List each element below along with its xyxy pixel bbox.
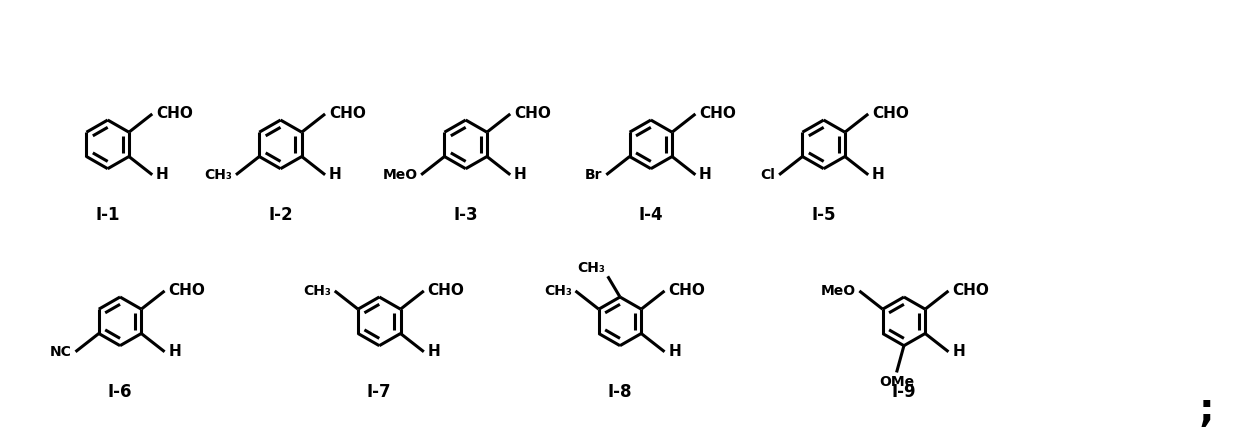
Text: CHO: CHO [872,107,909,121]
Text: CHO: CHO [329,107,366,121]
Text: Cl: Cl [760,168,775,182]
Text: Br: Br [585,168,603,182]
Text: H: H [169,344,181,359]
Text: NC: NC [50,345,72,359]
Text: I-3: I-3 [454,206,477,224]
Text: CHO: CHO [699,107,737,121]
Text: I-8: I-8 [608,383,632,401]
Text: CH₃: CH₃ [304,284,331,298]
Text: H: H [329,167,341,182]
Text: I-5: I-5 [811,206,836,224]
Text: CHO: CHO [428,284,465,298]
Text: CH₃: CH₃ [544,284,572,298]
Text: CH₃: CH₃ [205,168,232,182]
Text: CHO: CHO [513,107,551,121]
Text: I-6: I-6 [108,383,133,401]
Text: ;: ; [1199,391,1214,429]
Text: CHO: CHO [169,284,205,298]
Text: H: H [668,344,681,359]
Text: H: H [513,167,527,182]
Text: OMe: OMe [879,375,914,389]
Text: H: H [428,344,440,359]
Text: I-7: I-7 [367,383,392,401]
Text: MeO: MeO [821,284,856,298]
Text: CH₃: CH₃ [578,261,605,275]
Text: I-9: I-9 [892,383,916,401]
Text: I-4: I-4 [639,206,663,224]
Text: CHO: CHO [952,284,990,298]
Text: I-1: I-1 [95,206,120,224]
Text: H: H [872,167,884,182]
Text: H: H [699,167,712,182]
Text: H: H [952,344,965,359]
Text: I-2: I-2 [268,206,293,224]
Text: CHO: CHO [156,107,192,121]
Text: CHO: CHO [668,284,706,298]
Text: MeO: MeO [382,168,418,182]
Text: H: H [156,167,169,182]
